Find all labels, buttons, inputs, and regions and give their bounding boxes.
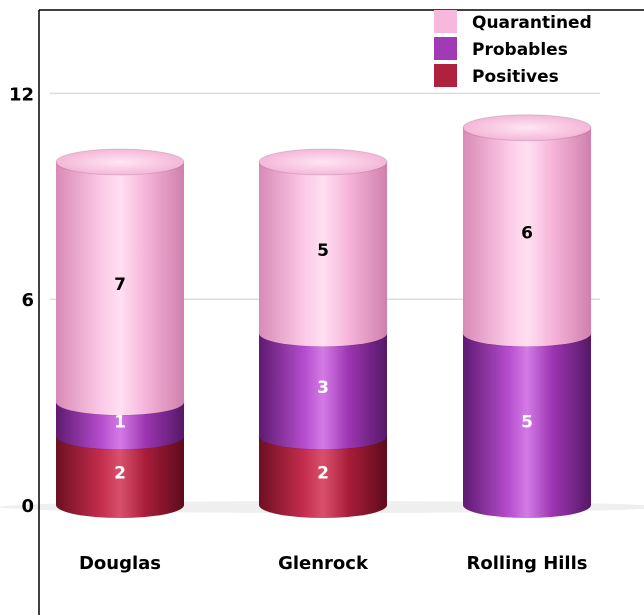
data-label-douglas-probables: 1 [114, 412, 126, 432]
y-tick-label: 12 [9, 84, 34, 105]
legend-swatch [434, 37, 457, 60]
legend-swatch [434, 10, 457, 33]
bar-body [463, 127, 591, 347]
bar-rolling-hills-quarantined: 6 [462, 114, 592, 347]
bar-stack-douglas: 2 1 7 [55, 148, 185, 518]
y-axis-ticks: 0 6 12 [9, 84, 34, 517]
legend-item-probables: Probables [434, 37, 568, 60]
x-axis-categories: Douglas Glenrock Rolling Hills [79, 553, 588, 574]
x-tick-label-rolling-hills: Rolling Hills [467, 553, 588, 574]
bar-cap [258, 148, 388, 176]
legend-swatch [434, 64, 457, 87]
bar-douglas-quarantined: 7 [55, 148, 185, 416]
bar-stack-rolling-hills: 56 [462, 114, 592, 518]
data-label-douglas-positives: 2 [114, 464, 126, 484]
data-label-glenrock-quarantined: 5 [317, 241, 329, 261]
bar-rolling-hills-probables: 5 [462, 320, 592, 518]
data-label-douglas-quarantined: 7 [114, 275, 126, 295]
data-label-rolling-hills-probables: 5 [521, 412, 533, 432]
legend-item-quarantined: Quarantined [434, 10, 592, 33]
data-label-glenrock-positives: 2 [317, 464, 329, 484]
bar-cap [55, 148, 185, 176]
bar-body [463, 333, 591, 518]
legend-item-positives: Positives [434, 64, 559, 87]
x-tick-label-glenrock: Glenrock [278, 553, 369, 574]
y-tick-label: 6 [21, 290, 34, 311]
bar-glenrock-quarantined: 5 [258, 148, 388, 347]
bar-cap [462, 114, 592, 142]
data-label-rolling-hills-quarantined: 6 [521, 224, 533, 244]
legend-label: Positives [472, 67, 559, 87]
legend-label: Quarantined [472, 13, 592, 33]
data-label-glenrock-probables: 3 [317, 378, 329, 398]
bar-body [56, 436, 184, 518]
bar-body [56, 402, 184, 450]
bar-stack-glenrock: 2 3 5 [258, 148, 388, 518]
x-tick-label-douglas: Douglas [79, 553, 161, 574]
y-tick-label: 0 [21, 496, 34, 517]
bar-body [259, 162, 387, 347]
bar-body [259, 436, 387, 518]
legend: Quarantined Probables Positives [434, 10, 592, 87]
bar-body [259, 333, 387, 450]
bar-body [56, 162, 184, 416]
legend-label: Probables [472, 40, 568, 60]
